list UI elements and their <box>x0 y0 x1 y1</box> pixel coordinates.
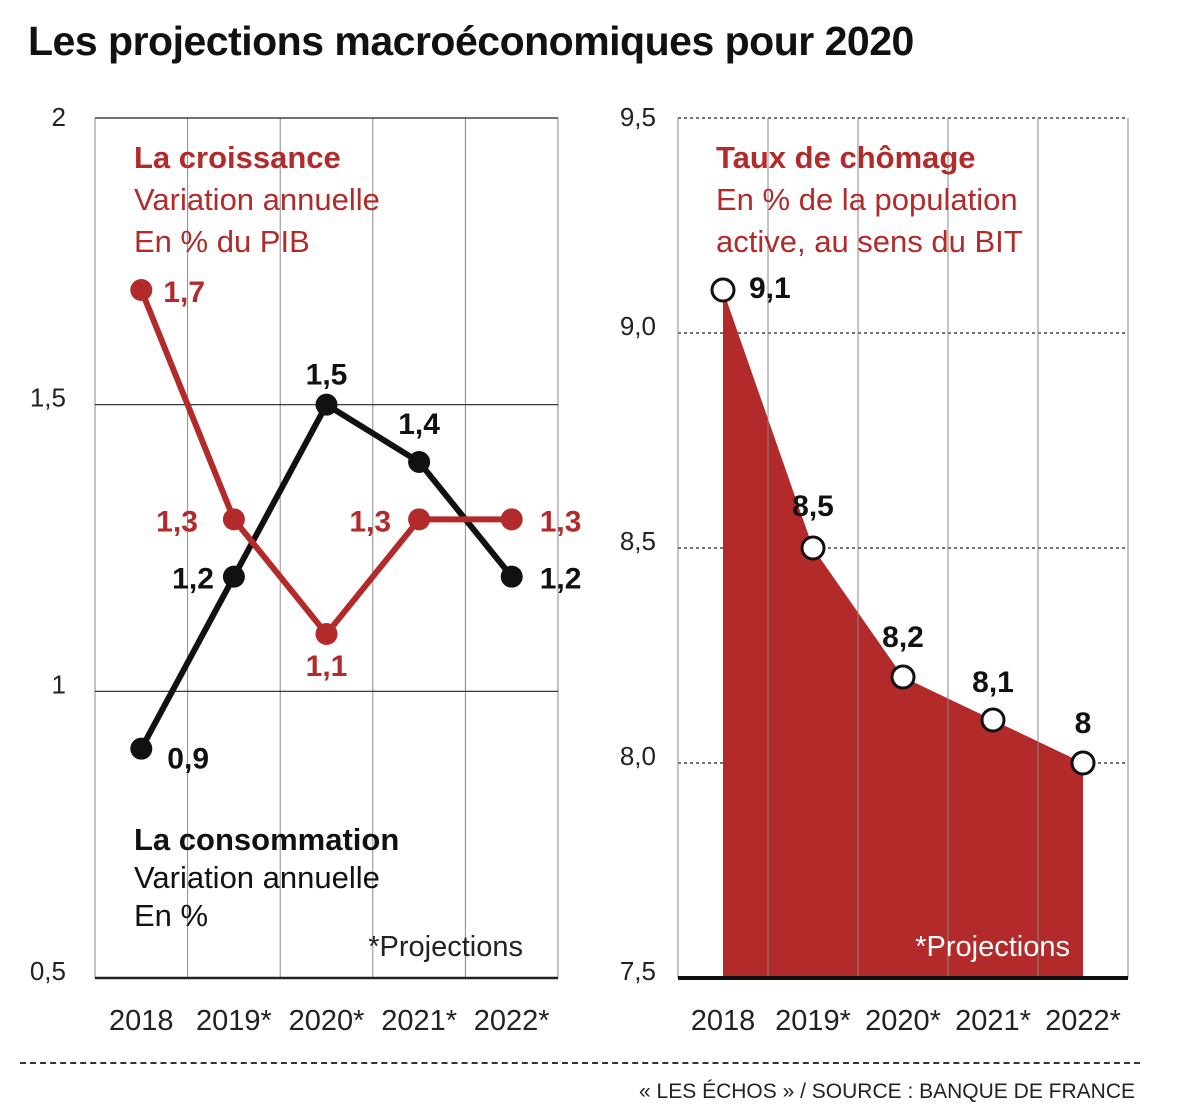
right-y-tick-label: 8,0 <box>620 741 656 771</box>
left-y-tick-label: 0,5 <box>30 956 66 986</box>
consumption-data-label: 1,4 <box>398 408 440 441</box>
consumption-point <box>408 451 431 473</box>
consumption-data-label: 1,5 <box>306 359 348 392</box>
left-projections-note: *Projections <box>368 931 523 963</box>
growth-series-subtitle: En % du PIB <box>134 224 310 259</box>
growth-data-label: 1,3 <box>156 505 198 538</box>
growth-series-subtitle: Variation annuelle <box>134 182 380 217</box>
charts-canvas: 0,5 1 1,5 2 2018 2019* 2020* 2021* 2022* 1,7 1,3 1,… <box>30 102 1129 1037</box>
unemployment-series-subtitle: active, au sens du BIT <box>716 224 1023 259</box>
consumption-data-label: 0,9 <box>167 743 209 776</box>
unemployment-data-label: 8,2 <box>882 621 924 654</box>
consumption-data-label: 1,2 <box>540 563 582 596</box>
growth-point <box>408 508 431 531</box>
left-y-tick-label: 2 <box>52 102 66 132</box>
consumption-series-subtitle: Variation annuelle <box>134 860 380 895</box>
right-y-tick-label: 9,0 <box>620 311 656 341</box>
left-y-tick-label: 1 <box>52 669 66 699</box>
growth-data-label: 1,7 <box>163 276 205 309</box>
growth-point <box>222 508 245 531</box>
left-x-tick-label: 2018 <box>109 1005 174 1037</box>
unemployment-data-label: 8,5 <box>792 490 834 523</box>
right-y-tick-label: 9,5 <box>620 102 656 132</box>
consumption-point <box>315 393 338 416</box>
growth-data-label: 1,3 <box>540 505 582 538</box>
left-y-tick-label: 1,5 <box>30 383 66 413</box>
unemployment-point <box>800 535 826 561</box>
consumption-point <box>222 565 245 588</box>
right-y-tick-label: 7,5 <box>620 956 656 986</box>
consumption-series-subtitle: En % <box>134 898 208 933</box>
right-x-tick-label: 2020* <box>865 1005 941 1037</box>
right-y-tick-label: 8,5 <box>620 526 656 556</box>
growth-series-title: La croissance <box>134 140 341 175</box>
unemployment-point <box>980 707 1006 733</box>
page-title: Les projections macroéconomiques pour 20… <box>28 18 914 64</box>
growth-point <box>315 623 338 645</box>
right-x-tick-label: 2021* <box>955 1005 1031 1037</box>
unemployment-data-label: 8 <box>1075 707 1092 740</box>
consumption-data-label: 1,2 <box>172 563 214 596</box>
left-x-tick-label: 2020* <box>289 1005 365 1037</box>
right-x-tick-label: 2022* <box>1045 1005 1121 1037</box>
unemployment-point <box>1070 750 1096 776</box>
right-x-tick-label: 2019* <box>775 1005 851 1037</box>
unemployment-data-label: 8,1 <box>972 666 1014 699</box>
growth-data-label: 1,3 <box>349 505 391 538</box>
right-x-tick-label: 2018 <box>691 1005 756 1037</box>
growth-data-label: 1,1 <box>306 650 348 683</box>
source-credit: « LES ÉCHOS » / SOURCE : BANQUE DE FRANC… <box>639 1080 1135 1103</box>
left-x-tick-label: 2021* <box>381 1005 457 1037</box>
unemployment-point <box>890 664 916 690</box>
right-projections-note: *Projections <box>915 931 1070 963</box>
consumption-series-title: La consommation <box>134 822 399 857</box>
unemployment-series-subtitle: En % de la population <box>716 182 1018 217</box>
unemployment-point <box>710 277 736 303</box>
growth-point <box>500 508 523 531</box>
consumption-point <box>130 737 153 760</box>
left-x-tick-label: 2019* <box>196 1005 272 1037</box>
left-x-tick-label: 2022* <box>474 1005 550 1037</box>
growth-point <box>130 279 153 301</box>
unemployment-area <box>723 290 1083 978</box>
unemployment-data-label: 9,1 <box>749 272 791 305</box>
consumption-point <box>500 565 523 588</box>
footer-divider <box>20 1062 1140 1064</box>
unemployment-series-title: Taux de chômage <box>716 140 976 175</box>
